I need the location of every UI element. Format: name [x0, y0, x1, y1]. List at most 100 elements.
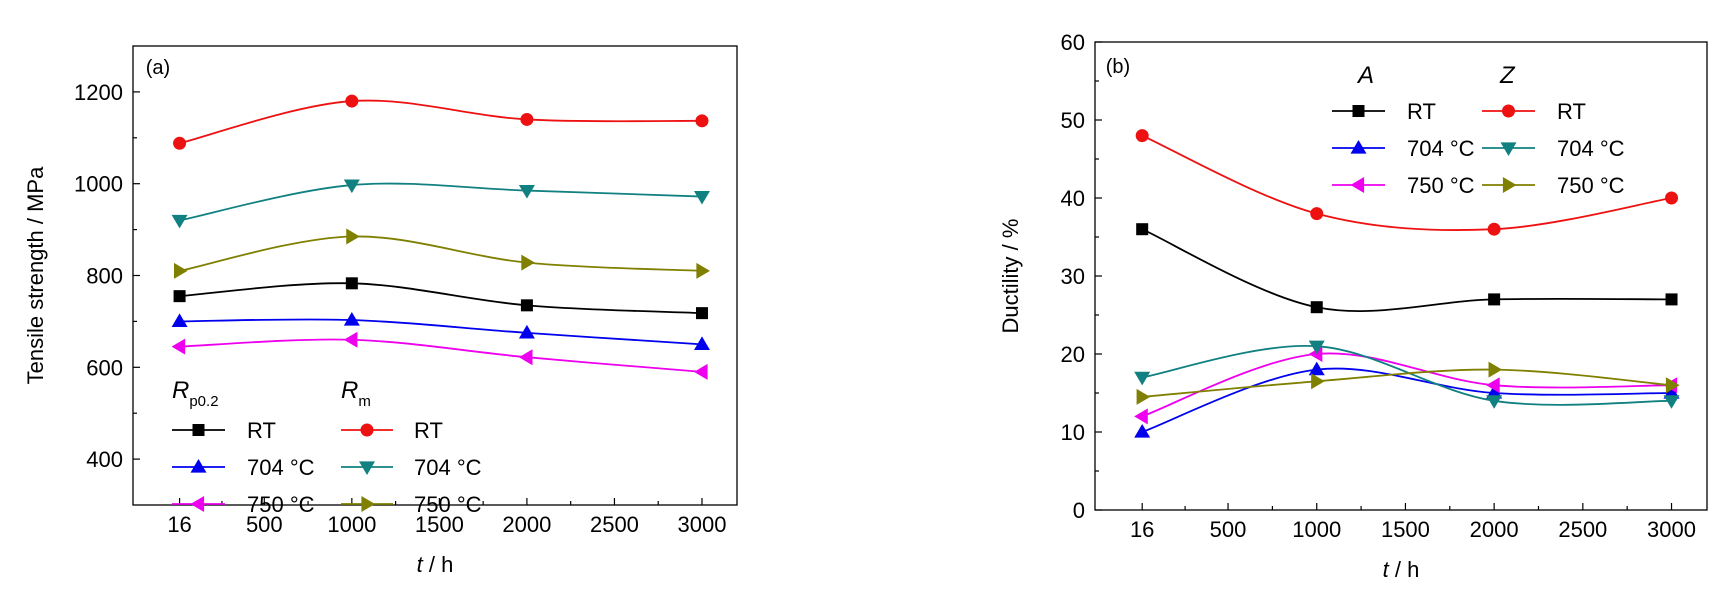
x-axis-unit: / h — [1395, 557, 1419, 582]
series-line — [179, 318, 703, 346]
legend-marker — [360, 423, 374, 437]
data-point-marker — [171, 214, 188, 229]
series-line — [1141, 228, 1672, 312]
x-tick-label: 3000 — [1647, 517, 1696, 542]
series-line — [1141, 134, 1672, 231]
x-tick-label: 3000 — [678, 512, 727, 537]
legend-label: RT — [414, 418, 443, 443]
series-line — [1142, 368, 1672, 398]
y-tick-label: 50 — [1061, 108, 1085, 133]
data-point-marker — [1311, 373, 1325, 390]
data-point-marker — [1134, 424, 1151, 438]
legend-group-subscript: m — [358, 393, 371, 410]
legend-marker — [1352, 105, 1365, 117]
y-axis-label: Ductility / % — [998, 219, 1023, 334]
data-point-marker — [1308, 340, 1325, 355]
x-tick-label: 2000 — [502, 512, 551, 537]
legend-label: 704 °C — [247, 455, 315, 480]
legend-group-subscript: p0.2 — [189, 393, 218, 410]
data-point-marker — [343, 179, 360, 194]
legend-group-symbol: A — [1356, 62, 1374, 89]
data-point-marker — [1134, 408, 1148, 425]
y-tick-label: 60 — [1061, 30, 1085, 55]
data-point-marker — [693, 363, 708, 380]
legend-group-header: Rp0.2 — [172, 377, 219, 410]
legend-group-symbol: R — [341, 377, 358, 404]
y-tick-label: 400 — [86, 447, 123, 472]
legend-marker — [1350, 177, 1365, 193]
legend-marker — [1502, 177, 1517, 193]
legend-label: 750 °C — [247, 492, 315, 517]
legend-marker — [190, 459, 207, 473]
y-tick-label: 800 — [86, 264, 123, 289]
legend-label: 750 °C — [1557, 173, 1625, 198]
y-tick-label: 1200 — [74, 80, 123, 105]
data-point-marker — [173, 290, 186, 303]
series-line — [179, 235, 703, 272]
legend-marker — [192, 424, 205, 436]
y-tick-label: 20 — [1061, 342, 1085, 367]
series-line — [1141, 352, 1672, 418]
y-axis-label: Tensile strength / MPa — [23, 166, 48, 384]
x-tick-label: 16 — [167, 512, 191, 537]
x-tick-label: 2500 — [1558, 517, 1607, 542]
x-tick-label: 16 — [1130, 517, 1154, 542]
data-point-marker — [1486, 395, 1503, 409]
x-axis-unit: / h — [429, 552, 453, 577]
legend-marker — [1500, 142, 1517, 156]
data-point-marker — [518, 324, 535, 339]
legend-marker — [1502, 104, 1515, 118]
legend-group-header: A — [1356, 62, 1374, 89]
legend-marker — [359, 461, 375, 475]
x-tick-label: 1500 — [415, 512, 464, 537]
series-line — [179, 99, 702, 145]
legend-group-header: Z — [1499, 62, 1516, 89]
y-tick-label: 0 — [1073, 498, 1085, 523]
series-line — [179, 282, 703, 315]
data-point-marker — [1488, 361, 1503, 378]
data-point-marker — [693, 190, 710, 205]
legend-label: RT — [247, 418, 276, 443]
data-point-marker — [1308, 361, 1325, 376]
y-tick-label: 1000 — [74, 172, 123, 197]
series-line — [179, 338, 703, 373]
data-point-marker — [695, 307, 708, 320]
data-point-marker — [1310, 301, 1323, 314]
legend-label: 704 °C — [1407, 136, 1475, 161]
data-point-marker — [1135, 129, 1149, 143]
panel-label: (b) — [1106, 56, 1130, 78]
data-point-marker — [520, 299, 533, 312]
legend-label: 750 °C — [1407, 173, 1475, 198]
data-point-marker — [171, 338, 186, 355]
plot-frame — [1094, 41, 1708, 511]
data-point-marker — [346, 228, 360, 245]
data-point-marker — [521, 254, 535, 271]
x-tick-label: 2000 — [1470, 517, 1519, 542]
x-axis-variable: t — [1383, 557, 1395, 582]
y-tick-label: 10 — [1061, 420, 1085, 445]
panel-b-ductility: 16 500 1000 1500 2000 2500 3000 0 10 20 30 40 50 60 t … — [998, 30, 1708, 582]
legend-label: RT — [1407, 99, 1436, 124]
data-point-marker — [518, 349, 533, 366]
data-point-marker — [1136, 388, 1151, 405]
legend-marker — [361, 496, 375, 512]
data-point-marker — [518, 184, 535, 199]
x-axis-label: t / h — [1383, 557, 1420, 582]
legend-group-symbol: Z — [1499, 62, 1516, 89]
data-point-marker — [173, 136, 187, 150]
data-point-marker — [1665, 377, 1680, 394]
data-point-marker — [1134, 371, 1151, 386]
x-tick-label: 1000 — [327, 512, 376, 537]
y-tick-label: 30 — [1061, 264, 1085, 289]
x-tick-label: 1500 — [1381, 517, 1430, 542]
y-tick-label: 40 — [1061, 186, 1085, 211]
x-axis-label: t / h — [417, 552, 454, 577]
series-line — [179, 182, 703, 222]
legend-label: 750 °C — [414, 492, 482, 517]
data-point-marker — [520, 112, 534, 126]
legend-label: 704 °C — [414, 455, 482, 480]
x-axis-variable: t — [417, 552, 429, 577]
panel-a-tensile-strength: 16 500 1000 1500 2000 2500 3000 400 600 800 1000 12… — [23, 45, 738, 577]
panel-label: (a) — [146, 57, 170, 79]
series-line — [1141, 367, 1672, 433]
